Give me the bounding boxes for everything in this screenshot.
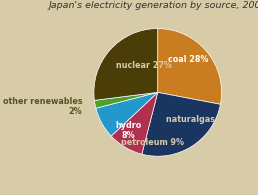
Wedge shape [142, 92, 220, 156]
Wedge shape [158, 28, 222, 104]
Wedge shape [111, 92, 158, 154]
Title: Japan's electricity generation by source, 2009: Japan's electricity generation by source… [49, 1, 258, 10]
Wedge shape [94, 28, 158, 100]
Text: nuclear 27%: nuclear 27% [116, 61, 172, 70]
Text: hydro
8%: hydro 8% [115, 121, 141, 140]
Wedge shape [94, 92, 158, 108]
Text: naturalgas 26%: naturalgas 26% [166, 115, 237, 124]
Text: coal 28%: coal 28% [168, 55, 209, 64]
Text: petroleum 9%: petroleum 9% [121, 138, 184, 147]
Text: other renewables
2%: other renewables 2% [3, 97, 82, 116]
Wedge shape [96, 92, 158, 136]
